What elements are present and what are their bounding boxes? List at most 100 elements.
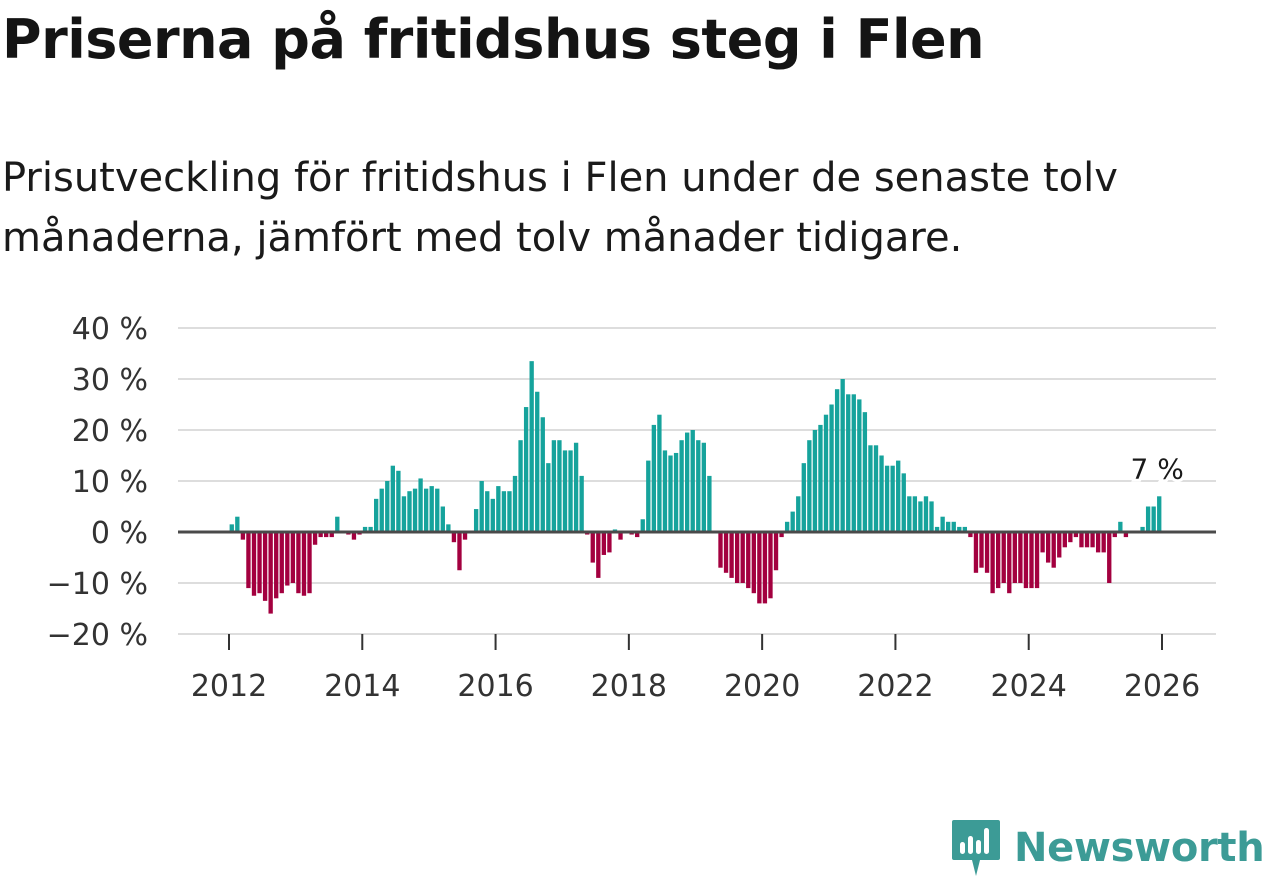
bar: [518, 440, 523, 532]
bar: [823, 414, 829, 532]
bar: [1034, 532, 1040, 589]
bar: [1107, 532, 1112, 583]
bar: [418, 478, 423, 532]
x-tick-label: 2016: [457, 669, 533, 704]
bar: [701, 442, 706, 532]
bar: [368, 526, 373, 532]
bar: [324, 532, 329, 538]
bar: [1062, 532, 1067, 548]
bar: [251, 532, 257, 596]
bar: [734, 532, 740, 583]
annotation: 7 %: [1128, 449, 1187, 488]
bar: [1118, 521, 1123, 532]
bar: [640, 519, 645, 532]
bar: [673, 452, 679, 532]
bar: [834, 389, 840, 532]
bar: [751, 532, 756, 594]
y-tick-label: 30 %: [72, 363, 148, 398]
annotation-label: 7 %: [1131, 452, 1184, 485]
y-tick-label: 40 %: [72, 312, 148, 347]
bar: [679, 440, 684, 532]
bar: [507, 491, 512, 532]
bar: [657, 414, 662, 532]
bar: [1051, 532, 1056, 568]
bar: [1040, 532, 1045, 553]
bar: [1079, 532, 1084, 548]
bar: [940, 516, 945, 532]
bar: [523, 407, 529, 532]
bar: [912, 496, 918, 532]
bar: [596, 532, 601, 578]
bar: [801, 463, 806, 532]
bars: [229, 361, 1162, 614]
bar: [496, 486, 501, 532]
bar: [1045, 532, 1051, 563]
bar: [1157, 496, 1162, 532]
bar: [1090, 532, 1095, 548]
bar: [923, 496, 929, 532]
bar: [423, 488, 429, 532]
bar: [1151, 506, 1156, 532]
bar: [1123, 532, 1129, 538]
bar: [790, 511, 795, 532]
bar: [1018, 532, 1023, 583]
newsworthy-logo: Newsworthy: [950, 818, 1262, 878]
bar: [996, 532, 1001, 589]
bar: [451, 532, 457, 543]
bar: [857, 399, 862, 532]
bar: [896, 460, 901, 532]
bar: [490, 498, 495, 532]
bar: [296, 532, 301, 594]
bar: [279, 532, 284, 594]
bar: [429, 486, 434, 532]
bar: [607, 532, 612, 553]
y-tick-label: −10 %: [47, 567, 148, 602]
bar: [868, 445, 873, 532]
y-tick-label: 0 %: [91, 516, 148, 551]
bar: [984, 532, 990, 573]
bar: [1023, 532, 1029, 589]
bar: [846, 394, 851, 532]
bar: [473, 509, 479, 532]
bar: [446, 524, 451, 532]
bar: [862, 412, 868, 532]
bar: [268, 532, 273, 614]
bar: [362, 526, 368, 532]
bar-chart: 40 %30 %20 %10 %0 %−10 %−20 % 2012 2014 20…: [47, 312, 1216, 704]
bar: [651, 424, 657, 532]
bar: [512, 475, 518, 532]
bar: [746, 532, 751, 589]
bar: [685, 432, 690, 532]
bar: [390, 465, 395, 532]
bar: [840, 379, 845, 532]
x-tick-label: 2022: [857, 669, 933, 704]
bar: [779, 532, 784, 538]
bar: [457, 532, 462, 571]
bar: [590, 532, 595, 563]
bar: [962, 526, 968, 532]
bar: [1140, 526, 1145, 532]
x-tick-label: 2024: [991, 669, 1067, 704]
bar: [718, 532, 723, 568]
bar: [818, 424, 823, 532]
bar: [262, 532, 268, 601]
bar: [696, 440, 701, 532]
x-axis: 2012 2014 2016 2018 2020 2022 2024 2026: [191, 634, 1200, 704]
bar: [884, 465, 890, 532]
y-tick-label: 20 %: [72, 414, 148, 449]
bar: [796, 496, 801, 532]
bar: [812, 430, 818, 532]
bar: [901, 473, 906, 532]
bar: [601, 532, 607, 555]
bar: [407, 491, 412, 532]
chart-subtitle: Prisutveckling för fritidshus i Flen und…: [2, 155, 1118, 261]
bar: [485, 491, 490, 532]
x-tick-label: 2018: [591, 669, 667, 704]
bar: [318, 532, 323, 538]
bar: [707, 475, 712, 532]
bar: [934, 526, 940, 532]
bar: [1001, 532, 1006, 583]
bar: [329, 532, 334, 538]
bar: [907, 496, 912, 532]
bar: [851, 394, 856, 532]
